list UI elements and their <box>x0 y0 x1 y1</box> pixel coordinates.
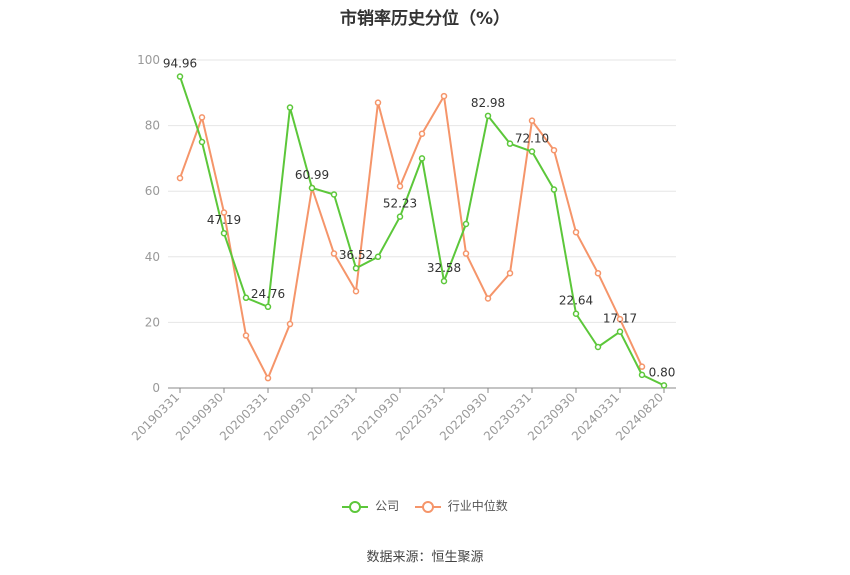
series-line-0 <box>179 76 665 387</box>
data-point-0 <box>594 343 602 351</box>
data-point-0 <box>484 112 492 120</box>
data-label: 94.96 <box>163 57 197 71</box>
x-tick-label: 20240820 <box>613 390 666 443</box>
data-point-0 <box>330 191 338 198</box>
data-point-1 <box>506 269 514 277</box>
data-label: 24.76 <box>251 287 285 301</box>
data-point-1 <box>264 374 272 382</box>
data-label: 72.10 <box>515 132 549 146</box>
data-point-1 <box>528 117 536 124</box>
data-point-0 <box>660 382 668 389</box>
y-tick-label: 20 <box>145 315 160 329</box>
data-point-1 <box>352 287 360 295</box>
series-line-1 <box>179 95 643 380</box>
data-point-1 <box>638 363 646 370</box>
data-labels: 94.96 47.19 24.76 60.99 36.52 52.23 32.58 82.98… <box>163 57 676 380</box>
data-point-1 <box>220 209 228 216</box>
data-point-0 <box>462 220 470 228</box>
y-tick-label: 100 <box>137 53 160 67</box>
y-tick-label: 0 <box>152 381 160 395</box>
legend: 公司 行业中位数 <box>0 497 850 514</box>
data-point-1 <box>418 130 426 138</box>
legend-label-company: 公司 <box>375 499 400 513</box>
data-point-0 <box>198 138 206 146</box>
legend-item-industry[interactable]: 行业中位数 <box>414 497 508 514</box>
data-point-0 <box>418 155 426 162</box>
data-point-1 <box>484 295 492 302</box>
data-point-0 <box>528 148 536 155</box>
data-label: 60.99 <box>295 168 329 182</box>
legend-item-company[interactable]: 公司 <box>342 497 399 514</box>
data-label: 47.19 <box>207 213 241 227</box>
data-point-1 <box>616 315 624 323</box>
y-tick-label: 40 <box>145 250 160 264</box>
data-label: 36.52 <box>339 248 373 262</box>
data-label: 52.23 <box>383 197 417 211</box>
data-label: 22.64 <box>559 294 593 308</box>
data-point-0 <box>220 229 228 237</box>
data-point-0 <box>396 213 404 220</box>
source-note: 数据来源：恒生聚源 <box>366 550 484 565</box>
data-point-1 <box>242 332 250 339</box>
data-point-0 <box>242 294 250 302</box>
y-tick-label: 60 <box>145 184 160 198</box>
y-tick-label: 80 <box>145 119 160 133</box>
data-point-0 <box>308 184 316 192</box>
data-label: 82.98 <box>471 96 505 110</box>
data-point-0 <box>572 310 580 317</box>
data-point-1 <box>462 250 470 257</box>
data-point-0 <box>440 277 448 285</box>
data-label: 0.80 <box>649 365 676 379</box>
axes: 0204060801002019033120190930202003312020… <box>129 53 676 443</box>
data-label: 17.17 <box>603 312 637 326</box>
data-label: 32.58 <box>427 261 461 275</box>
grid-lines <box>168 59 676 323</box>
series-lines <box>176 73 668 389</box>
data-point-1 <box>330 250 338 257</box>
data-point-0 <box>550 186 558 193</box>
data-point-1 <box>198 114 206 121</box>
data-point-1 <box>440 92 448 100</box>
data-point-0 <box>638 371 646 379</box>
data-point-0 <box>286 104 294 111</box>
data-point-1 <box>374 99 382 106</box>
data-point-0 <box>374 253 382 261</box>
data-point-0 <box>506 140 514 147</box>
data-point-1 <box>550 146 558 154</box>
data-point-1 <box>594 269 602 277</box>
legend-label-industry: 行业中位数 <box>447 499 508 513</box>
data-point-0 <box>616 328 624 335</box>
data-point-0 <box>352 264 360 272</box>
data-point-0 <box>264 303 272 311</box>
legend-marker-industry <box>414 500 441 513</box>
data-point-1 <box>396 183 404 190</box>
data-point-1 <box>176 174 184 182</box>
data-point-0 <box>176 73 184 80</box>
chart-title: 市销率历史分位（%） <box>339 9 511 29</box>
data-point-1 <box>286 320 294 328</box>
legend-marker-company <box>342 500 369 513</box>
data-point-1 <box>572 228 580 236</box>
